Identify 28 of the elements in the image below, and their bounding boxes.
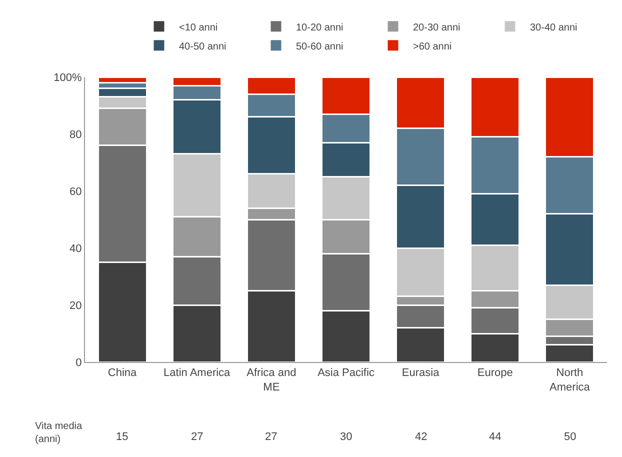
text: 30 bbox=[340, 431, 352, 443]
legend-label: 50-60 anni bbox=[296, 41, 344, 52]
text: 15 bbox=[116, 431, 128, 443]
x-tick-label: Africa and ME bbox=[246, 367, 296, 394]
x-tick-label: Asia Pacific bbox=[318, 367, 375, 380]
legend-label: 20-30 anni bbox=[413, 22, 460, 34]
text: 27 bbox=[265, 431, 278, 443]
x-tick-label: Latin America bbox=[164, 367, 232, 380]
x-tick-label: North America bbox=[550, 367, 591, 394]
text: Vita media (anni) bbox=[35, 421, 83, 445]
text: 44 bbox=[489, 431, 502, 443]
legend-label: 10-20 anni bbox=[296, 22, 344, 34]
x-tick-label: China bbox=[108, 367, 138, 380]
y-tick-label: 100% bbox=[54, 72, 82, 84]
legend-label: >60 anni bbox=[413, 41, 452, 52]
x-tick-label: Eurasia bbox=[402, 367, 440, 380]
y-tick-label: 60 bbox=[70, 186, 82, 198]
y-tick-label: 20 bbox=[70, 300, 82, 312]
x-tick-label: Europe bbox=[477, 367, 513, 380]
y-tick-label: 0 bbox=[76, 356, 82, 369]
legend-label: 30-40 anni bbox=[530, 22, 578, 34]
text: 50 bbox=[564, 431, 576, 443]
y-tick-label: 80 bbox=[70, 128, 82, 141]
text: 42 bbox=[415, 431, 428, 443]
legend-label: <10 anni bbox=[179, 22, 218, 34]
y-tick-label: 40 bbox=[70, 242, 82, 255]
text: 27 bbox=[191, 431, 204, 443]
legend-label: 40-50 anni bbox=[179, 41, 226, 52]
